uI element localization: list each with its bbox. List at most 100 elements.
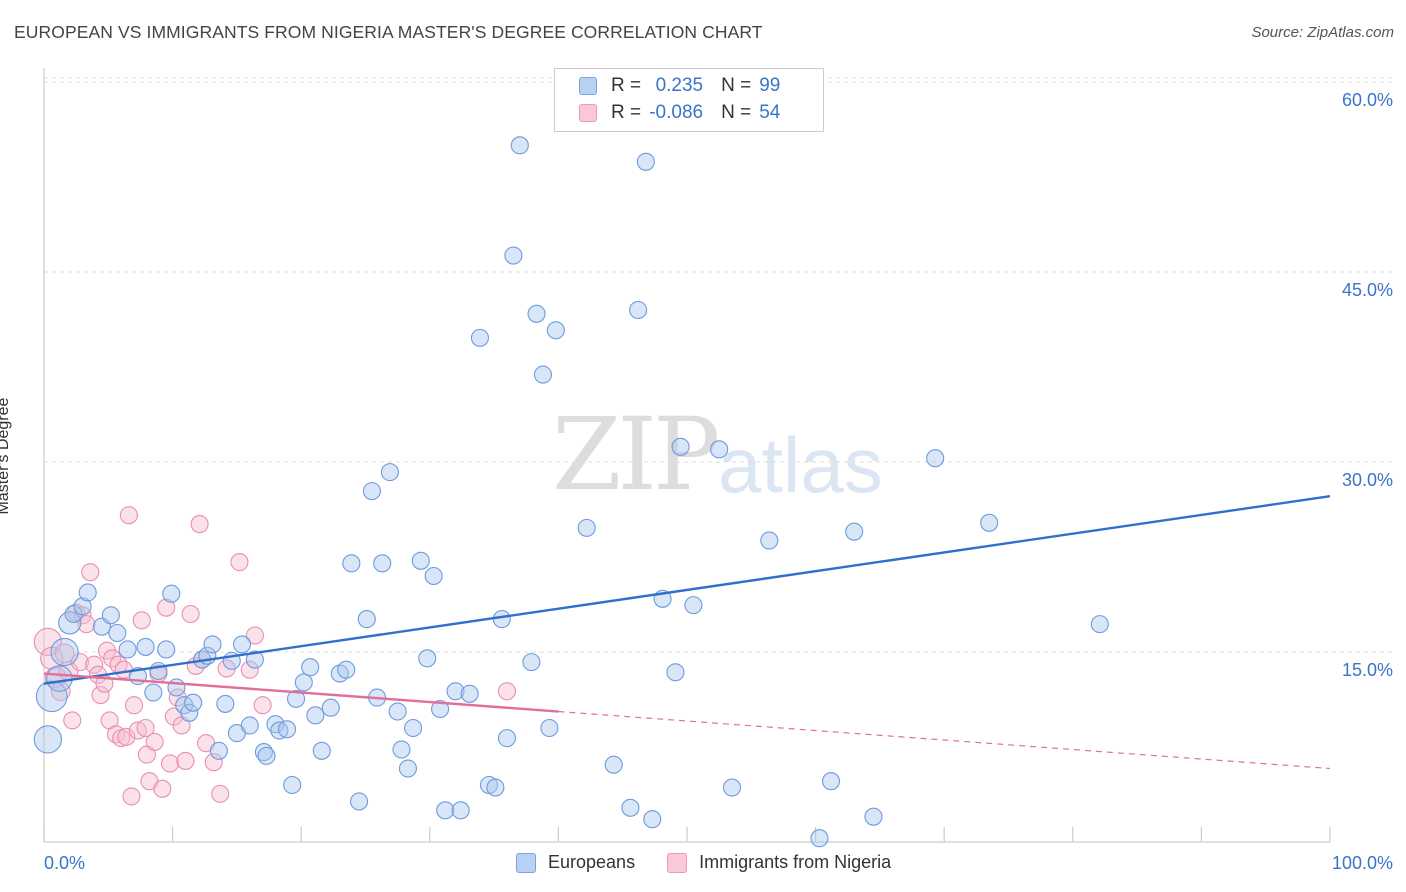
legend-swatch-pink xyxy=(579,104,597,122)
european-point xyxy=(636,152,655,171)
european-point xyxy=(184,693,203,712)
european-point xyxy=(144,683,163,702)
european-point xyxy=(373,554,392,573)
legend-row-nigeria: R = -0.086 N = 54 xyxy=(579,100,780,126)
european-point xyxy=(350,792,369,811)
correlation-legend: R = 0.235 N = 99 R = -0.086 N = 54 xyxy=(554,68,824,132)
legend-r-value: -0.086 xyxy=(649,102,704,123)
european-point xyxy=(287,689,306,708)
european-point xyxy=(446,682,465,701)
y-tick-label: 45.0% xyxy=(1342,280,1393,300)
y-tick-label: 30.0% xyxy=(1342,470,1393,490)
series-legend: Europeans Immigrants from Nigeria xyxy=(516,852,891,873)
european-point xyxy=(50,637,79,667)
nigeria-point xyxy=(211,784,230,803)
european-point xyxy=(392,740,411,759)
european-point xyxy=(577,518,596,537)
european-point xyxy=(167,678,186,697)
nigeria-point xyxy=(136,718,155,738)
european-point xyxy=(321,698,340,717)
nigeria-trend-line xyxy=(43,672,559,713)
europeans-trend-line xyxy=(43,495,1331,685)
european-point xyxy=(666,663,685,682)
legend-label-nigeria: Immigrants from Nigeria xyxy=(699,852,892,872)
nigeria-point xyxy=(81,563,100,582)
european-point xyxy=(527,304,546,323)
european-point xyxy=(216,694,235,713)
european-point xyxy=(398,759,417,778)
legend-swatch-nigeria xyxy=(667,852,688,873)
european-point xyxy=(240,716,259,735)
european-point xyxy=(621,798,640,817)
european-point xyxy=(821,772,841,791)
european-point xyxy=(497,729,517,748)
european-point xyxy=(306,706,325,725)
european-point xyxy=(108,623,127,643)
european-point xyxy=(643,810,662,829)
source-note: Source: ZipAtlas.com xyxy=(1251,24,1394,41)
nigeria-point xyxy=(132,611,151,630)
european-point xyxy=(33,725,63,754)
nigeria-point xyxy=(230,553,249,572)
european-point xyxy=(684,596,703,615)
nigeria-points xyxy=(33,506,517,806)
european-point xyxy=(845,522,864,541)
european-point xyxy=(460,684,479,703)
european-point xyxy=(926,449,945,468)
european-point xyxy=(486,778,505,797)
european-point xyxy=(540,718,559,738)
european-point xyxy=(710,440,729,459)
european-point xyxy=(418,649,437,668)
tick-labels: 15.0% 30.0% 45.0% 60.0% 0.0% 100.0% xyxy=(44,90,1393,873)
chart-title: EUROPEAN VS IMMIGRANTS FROM NIGERIA MAST… xyxy=(14,22,763,42)
nigeria-point xyxy=(145,732,164,751)
european-point xyxy=(810,829,829,848)
nigeria-point xyxy=(122,787,141,806)
nigeria-point xyxy=(117,727,136,746)
european-point xyxy=(362,482,381,501)
legend-row-europeans: R = 0.235 N = 99 xyxy=(579,73,780,99)
european-point xyxy=(504,246,523,265)
x-tick-label-max: 100.0% xyxy=(1332,853,1393,873)
nigeria-point xyxy=(91,686,110,705)
european-point xyxy=(58,611,82,635)
european-point xyxy=(294,673,313,692)
european-point xyxy=(451,801,470,820)
legend-r-label: R = xyxy=(611,102,642,123)
nigeria-point xyxy=(190,515,209,534)
trend-lines xyxy=(43,495,1331,770)
nigeria-point xyxy=(33,627,63,657)
legend-n-value: 99 xyxy=(759,75,781,96)
european-point xyxy=(722,778,742,797)
european-point xyxy=(470,328,490,347)
european-point xyxy=(342,554,361,573)
european-points xyxy=(33,91,1109,848)
european-point xyxy=(245,650,264,669)
european-point xyxy=(760,531,779,550)
legend-n-value: 54 xyxy=(759,102,781,123)
nigeria-point xyxy=(497,682,517,701)
european-point xyxy=(388,702,407,721)
european-point xyxy=(312,741,331,760)
nigeria-point xyxy=(124,696,144,715)
nigeria-trend-extension xyxy=(558,710,1331,770)
european-point xyxy=(232,635,252,654)
nigeria-point xyxy=(119,506,138,525)
european-point xyxy=(78,583,97,602)
legend-label-europeans: Europeans xyxy=(548,852,636,872)
european-point xyxy=(436,801,455,820)
nigeria-point xyxy=(63,711,82,730)
european-point xyxy=(380,463,399,482)
watermark-zip: ZIP xyxy=(552,396,720,513)
legend-swatch-blue xyxy=(579,77,597,95)
european-point xyxy=(101,606,120,625)
european-point xyxy=(157,640,176,659)
european-point xyxy=(136,637,155,656)
european-point xyxy=(510,136,529,155)
nigeria-point xyxy=(204,753,223,772)
european-point xyxy=(46,665,73,692)
european-point xyxy=(357,610,376,629)
european-point xyxy=(283,775,302,795)
european-point xyxy=(411,551,430,570)
